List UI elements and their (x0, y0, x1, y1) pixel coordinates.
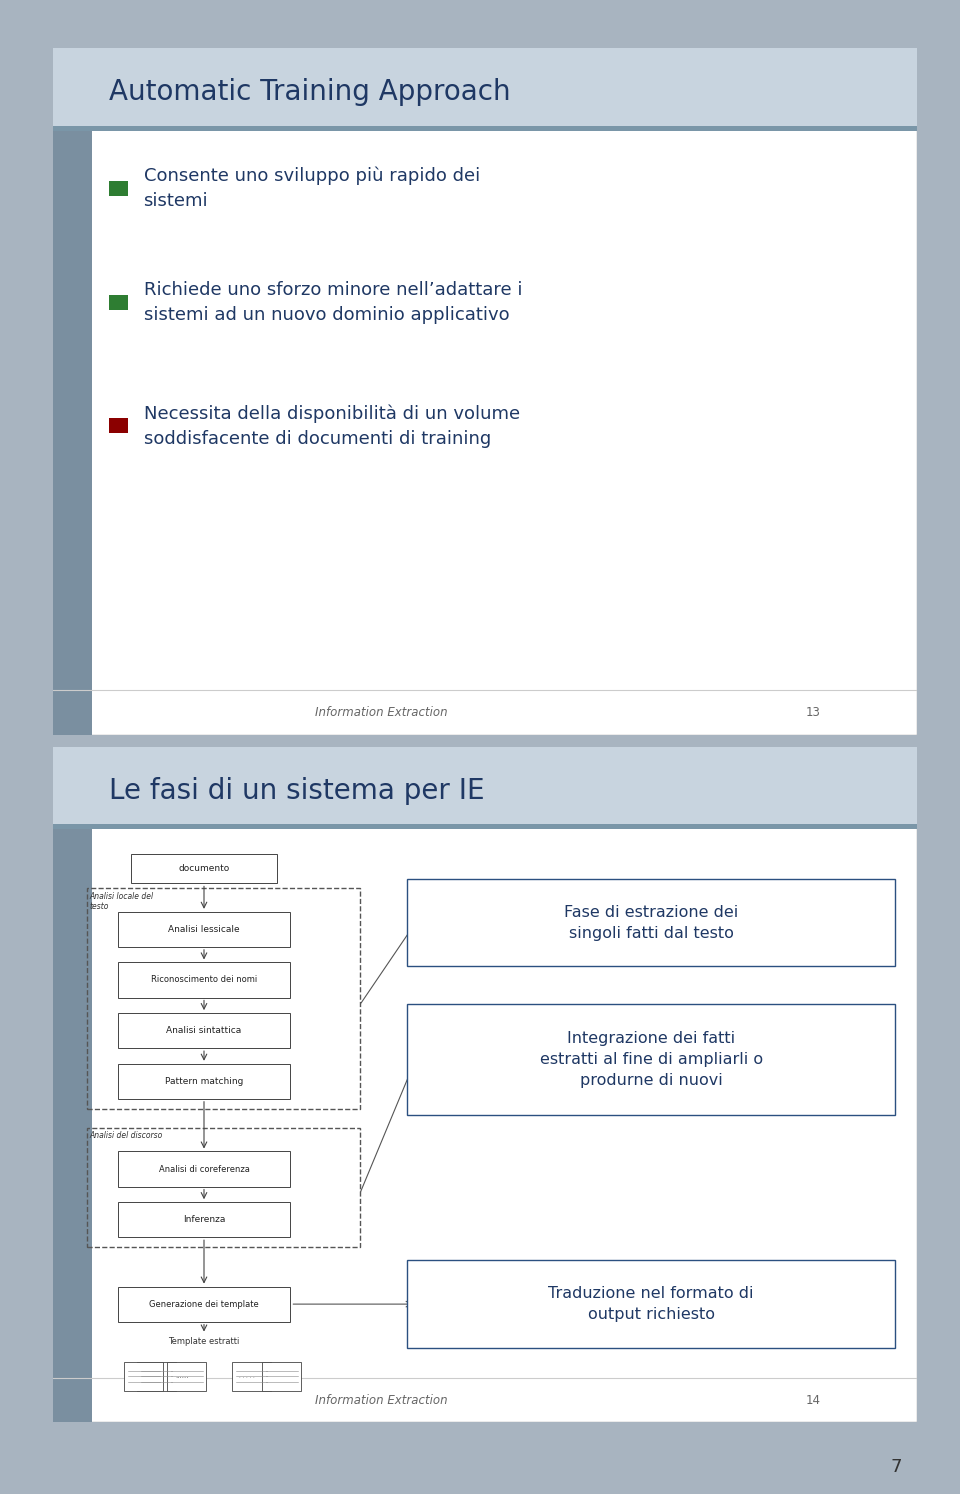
Text: Automatic Training Approach: Automatic Training Approach (109, 79, 511, 106)
Text: Necessita della disponibilità di un volume
soddisfacente di documenti di trainin: Necessita della disponibilità di un volu… (143, 403, 519, 448)
Text: Analisi locale del
testo: Analisi locale del testo (89, 892, 154, 911)
FancyBboxPatch shape (124, 1363, 163, 1391)
Text: Generazione dei template: Generazione dei template (149, 1300, 259, 1309)
FancyBboxPatch shape (137, 1363, 176, 1391)
FancyBboxPatch shape (117, 1203, 291, 1237)
Text: Analisi di coreferenza: Analisi di coreferenza (158, 1164, 250, 1174)
Text: 13: 13 (805, 705, 821, 719)
FancyBboxPatch shape (407, 1004, 895, 1115)
FancyBboxPatch shape (262, 1363, 301, 1391)
Text: Consente uno sviluppo più rapido dei
sistemi: Consente uno sviluppo più rapido dei sis… (143, 167, 480, 211)
Text: Information Extraction: Information Extraction (315, 1394, 447, 1406)
Text: Analisi sintattica: Analisi sintattica (166, 1026, 242, 1035)
FancyBboxPatch shape (232, 1363, 271, 1391)
Text: Pattern matching: Pattern matching (165, 1077, 243, 1086)
FancyBboxPatch shape (53, 747, 917, 1422)
Text: Analisi del discorso: Analisi del discorso (89, 1131, 162, 1140)
Text: Le fasi di un sistema per IE: Le fasi di un sistema per IE (109, 777, 485, 805)
Text: Template estratti: Template estratti (168, 1337, 240, 1346)
FancyBboxPatch shape (53, 125, 917, 131)
Text: Riconoscimento dei nomi: Riconoscimento dei nomi (151, 976, 257, 985)
FancyBboxPatch shape (53, 48, 917, 127)
FancyBboxPatch shape (53, 747, 91, 1422)
Text: Richiede uno sforzo minore nell’adattare i
sistemi ad un nuovo dominio applicati: Richiede uno sforzo minore nell’adattare… (143, 281, 522, 324)
Text: Analisi lessicale: Analisi lessicale (168, 925, 240, 934)
FancyBboxPatch shape (117, 1064, 291, 1098)
Text: ......: ...... (176, 1373, 189, 1379)
Text: documento: documento (179, 864, 229, 872)
Text: . . . . .: . . . . . (239, 1374, 255, 1379)
Text: Inferenza: Inferenza (182, 1215, 226, 1224)
FancyBboxPatch shape (53, 747, 917, 825)
FancyBboxPatch shape (109, 181, 128, 196)
FancyBboxPatch shape (407, 1261, 895, 1348)
Text: Traduzione nel formato di
output richiesto: Traduzione nel formato di output richies… (548, 1286, 754, 1322)
FancyBboxPatch shape (53, 825, 917, 829)
Text: 7: 7 (891, 1458, 902, 1476)
FancyBboxPatch shape (53, 48, 91, 735)
FancyBboxPatch shape (109, 418, 128, 433)
FancyBboxPatch shape (117, 1013, 291, 1049)
FancyBboxPatch shape (117, 962, 291, 998)
FancyBboxPatch shape (407, 878, 895, 967)
Text: 14: 14 (805, 1394, 821, 1406)
FancyBboxPatch shape (117, 1286, 291, 1322)
Text: Information Extraction: Information Extraction (315, 705, 447, 719)
Text: Fase di estrazione dei
singoli fatti dal testo: Fase di estrazione dei singoli fatti dal… (564, 904, 738, 941)
FancyBboxPatch shape (109, 294, 128, 309)
FancyBboxPatch shape (117, 911, 291, 947)
FancyBboxPatch shape (53, 48, 917, 735)
FancyBboxPatch shape (117, 1152, 291, 1186)
FancyBboxPatch shape (131, 853, 277, 883)
Text: Integrazione dei fatti
estratti al fine di ampliarli o
produrne di nuovi: Integrazione dei fatti estratti al fine … (540, 1031, 762, 1088)
FancyBboxPatch shape (167, 1363, 206, 1391)
